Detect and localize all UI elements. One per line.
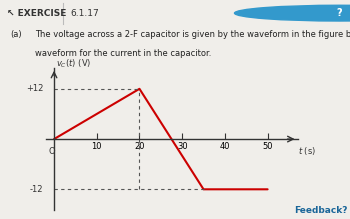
Text: ↖ EXERCISE: ↖ EXERCISE: [7, 9, 66, 18]
Text: (a): (a): [10, 30, 22, 39]
Text: -12: -12: [30, 185, 43, 194]
Text: ?: ?: [337, 8, 342, 18]
Text: +12: +12: [26, 84, 43, 93]
Text: waveform for the current in the capacitor.: waveform for the current in the capacito…: [35, 49, 211, 58]
Text: O: O: [49, 147, 55, 156]
Text: $v_C(t)$ (V): $v_C(t)$ (V): [56, 57, 91, 70]
Text: Feedback?: Feedback?: [294, 206, 347, 215]
Circle shape: [234, 5, 350, 21]
Text: 6.1.17: 6.1.17: [70, 9, 99, 18]
Text: The voltage across a 2-F capacitor is given by the waveform in the figure below.: The voltage across a 2-F capacitor is gi…: [35, 30, 350, 39]
Text: $t$ (s): $t$ (s): [298, 145, 316, 157]
